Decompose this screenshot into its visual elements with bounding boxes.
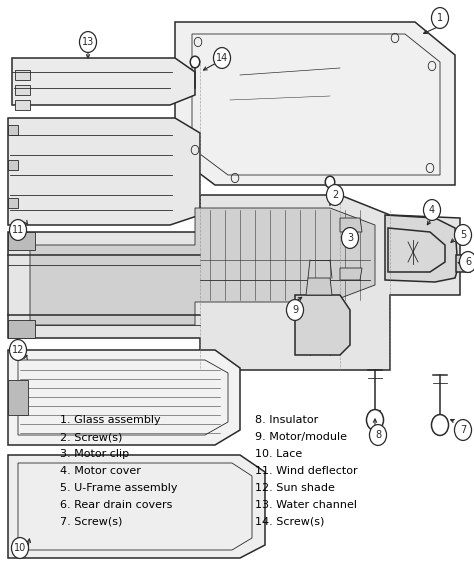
Circle shape [213, 48, 230, 68]
Text: 14: 14 [216, 53, 228, 63]
Text: 3: 3 [347, 233, 353, 243]
Text: 4: 4 [429, 205, 435, 215]
Text: 6: 6 [465, 257, 471, 267]
Circle shape [431, 8, 448, 28]
Text: 2: 2 [332, 190, 338, 200]
Text: 9. Motor/module: 9. Motor/module [255, 432, 347, 442]
Polygon shape [8, 320, 35, 338]
Circle shape [341, 227, 358, 248]
Polygon shape [8, 195, 460, 370]
Text: 4. Motor cover: 4. Motor cover [60, 466, 141, 476]
Polygon shape [385, 215, 458, 282]
Text: 5. U-Frame assembly: 5. U-Frame assembly [60, 483, 177, 493]
Circle shape [9, 339, 27, 360]
Text: 10: 10 [14, 543, 26, 553]
Polygon shape [15, 70, 30, 80]
Polygon shape [8, 232, 35, 250]
Text: 11. Wind deflector: 11. Wind deflector [255, 466, 357, 476]
Polygon shape [295, 295, 350, 355]
Polygon shape [8, 455, 265, 558]
Text: 8. Insulator: 8. Insulator [255, 415, 318, 425]
Text: 2. Screw(s): 2. Screw(s) [60, 432, 122, 442]
Text: 10. Lace: 10. Lace [255, 449, 302, 459]
Polygon shape [15, 100, 30, 110]
Circle shape [459, 252, 474, 273]
Text: 7: 7 [460, 425, 466, 435]
Polygon shape [8, 350, 240, 445]
Text: 7. Screw(s): 7. Screw(s) [60, 517, 122, 527]
Text: 12: 12 [12, 345, 24, 355]
Circle shape [325, 176, 335, 188]
Text: 5: 5 [460, 230, 466, 240]
Circle shape [455, 224, 472, 245]
Text: 6. Rear drain covers: 6. Rear drain covers [60, 500, 173, 510]
Circle shape [431, 415, 448, 436]
Polygon shape [15, 85, 30, 95]
Circle shape [366, 409, 383, 430]
Polygon shape [8, 380, 28, 415]
Polygon shape [8, 125, 18, 135]
Polygon shape [306, 278, 332, 295]
Text: 13: 13 [82, 37, 94, 47]
Polygon shape [456, 255, 470, 272]
Text: 9: 9 [292, 305, 298, 315]
Circle shape [80, 31, 97, 52]
Circle shape [369, 425, 386, 445]
Polygon shape [340, 218, 362, 232]
Polygon shape [8, 160, 18, 170]
Polygon shape [8, 198, 18, 208]
Text: 11: 11 [12, 225, 24, 235]
Circle shape [455, 419, 472, 440]
Polygon shape [30, 208, 375, 325]
Text: 12. Sun shade: 12. Sun shade [255, 483, 335, 493]
Text: 3. Motor clip: 3. Motor clip [60, 449, 129, 459]
Circle shape [9, 220, 27, 241]
Text: 13. Water channel: 13. Water channel [255, 500, 357, 510]
Circle shape [423, 200, 440, 220]
Circle shape [190, 56, 200, 68]
Polygon shape [175, 22, 455, 185]
Text: 1: 1 [437, 13, 443, 23]
Text: 8: 8 [375, 430, 381, 440]
Polygon shape [12, 58, 195, 105]
Circle shape [327, 184, 344, 205]
Polygon shape [340, 268, 362, 280]
Text: 14. Screw(s): 14. Screw(s) [255, 517, 324, 527]
Text: 1. Glass assembly: 1. Glass assembly [60, 415, 161, 425]
Circle shape [11, 538, 28, 559]
Polygon shape [8, 118, 200, 225]
Circle shape [286, 299, 303, 320]
